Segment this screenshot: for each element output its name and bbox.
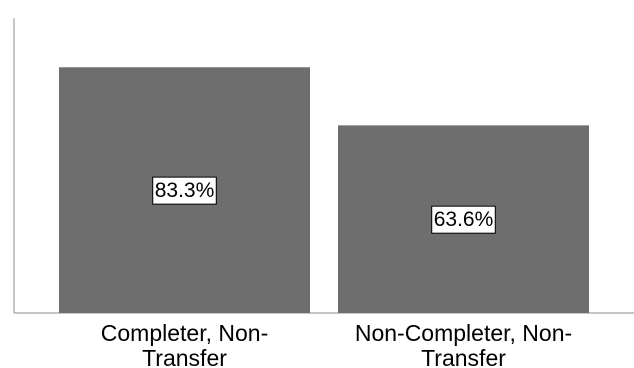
x-tick-label-1-line-2: Transfer bbox=[142, 345, 227, 368]
x-tick-label-1-line-1: Completer, Non- bbox=[101, 320, 268, 346]
data-label-box-1 bbox=[152, 176, 217, 205]
data-labels-layer: 83.3% 63.6% bbox=[152, 176, 496, 234]
data-label-1: 83.3% bbox=[152, 176, 217, 205]
x-tick-label-2-line-1: Non-Completer, Non- bbox=[355, 320, 572, 346]
data-label-2: 63.6% bbox=[431, 205, 496, 234]
data-label-box-2 bbox=[431, 205, 496, 234]
data-label-text-2: 63.6% bbox=[434, 208, 494, 231]
x-tick-label-2-line-2: Transfer bbox=[421, 345, 506, 368]
data-label-text-1: 83.3% bbox=[155, 179, 215, 202]
bars-layer bbox=[59, 67, 589, 313]
